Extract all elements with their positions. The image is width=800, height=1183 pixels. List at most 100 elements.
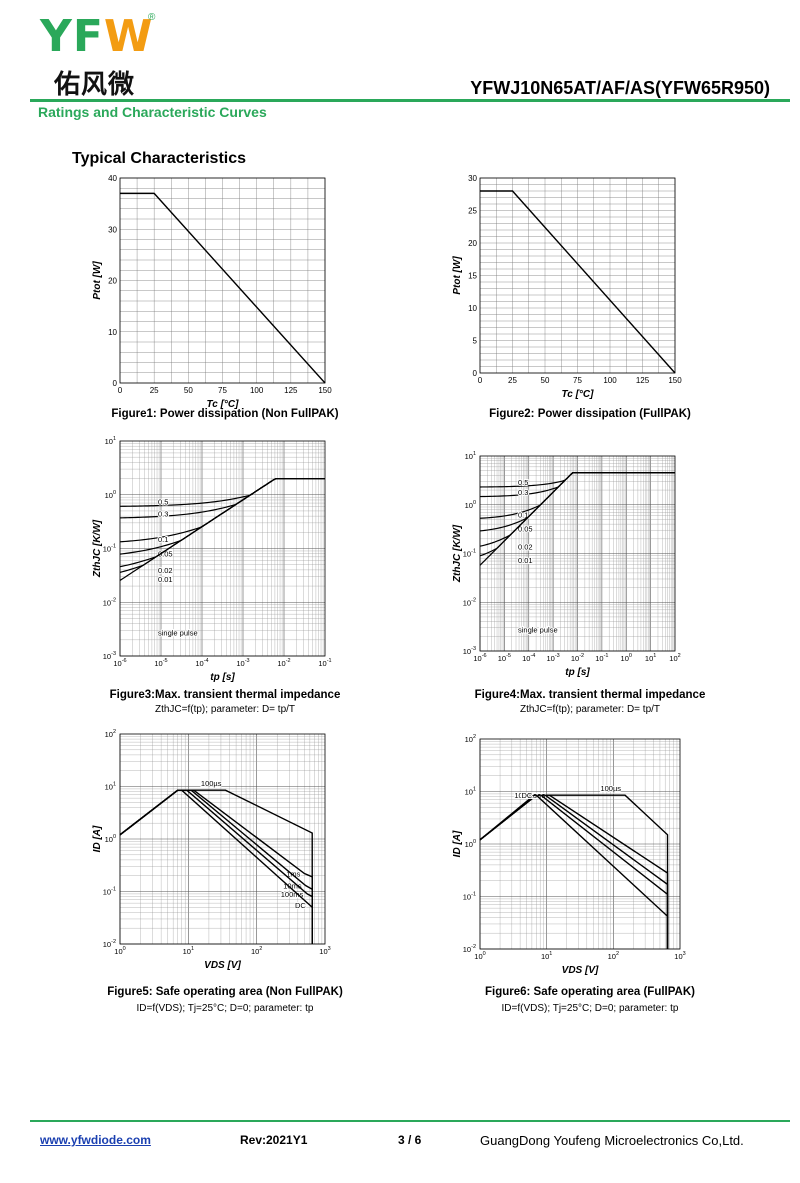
x-tick-label: 10-5 bbox=[154, 658, 167, 668]
figure-5-caption: Figure5: Safe operating area (Non FullPA… bbox=[107, 986, 343, 998]
website-link[interactable]: www.yfwdiode.com bbox=[40, 1133, 151, 1147]
y-tick-label: 10 bbox=[108, 328, 117, 337]
soa-curve bbox=[479, 794, 669, 949]
power-curve bbox=[120, 192, 326, 384]
y-tick-label: 30 bbox=[108, 225, 117, 234]
figure-4-caption: Figure4:Max. transient thermal impedance bbox=[474, 689, 706, 701]
impedance-curve bbox=[119, 477, 325, 519]
x-tick-label: 75 bbox=[218, 386, 227, 395]
x-axis-label: Tc [°C] bbox=[207, 399, 240, 410]
plot-frame bbox=[479, 738, 681, 950]
series-label: 100ms bbox=[514, 791, 537, 800]
figure-4-subcaption: ZthJC=f(tp); parameter: D= tp/T bbox=[519, 704, 661, 715]
series-label: DC bbox=[295, 901, 306, 910]
y-tick-label: 100 bbox=[105, 834, 116, 844]
impedance-curve bbox=[479, 472, 675, 566]
x-tick-label: 10-2 bbox=[277, 658, 290, 668]
series-label: 0.3 bbox=[518, 488, 528, 497]
y-tick-label: 0 bbox=[113, 379, 118, 388]
logo-letters: YFW bbox=[40, 11, 154, 62]
series-label: DC bbox=[521, 791, 532, 800]
x-axis-label: tp [s] bbox=[210, 672, 235, 683]
figure-5-chart: 100 101 102 103 10-2 10-1 100 101 102 100µs 1ms 10m… bbox=[85, 728, 345, 976]
series-label: 0.1 bbox=[518, 510, 528, 519]
y-tick-label: 102 bbox=[465, 734, 476, 744]
x-tick-label: 100 bbox=[250, 386, 264, 395]
series-label: 100µs bbox=[201, 779, 222, 788]
y-axis-label: Ptot [W] bbox=[452, 256, 463, 295]
y-axis-label: ZthJC [K/W] bbox=[452, 524, 463, 583]
impedance-curve bbox=[119, 477, 325, 581]
x-tick-label: 50 bbox=[184, 386, 193, 395]
series-label: 0.5 bbox=[518, 478, 528, 487]
figure-1-chart: 0 25 50 75 100 125 150 0 10 20 30 40 Tc [°C] Ptot [W] bbox=[85, 172, 345, 415]
y-tick-label: 10-2 bbox=[463, 597, 476, 607]
plot-frame bbox=[119, 733, 326, 945]
x-tick-label: 100 bbox=[474, 951, 485, 961]
y-tick-label: 30 bbox=[468, 174, 477, 183]
x-tick-label: 101 bbox=[541, 951, 552, 961]
x-tick-label: 10-1 bbox=[595, 653, 608, 663]
footer-divider bbox=[30, 1120, 790, 1122]
x-axis-label: Tc [°C] bbox=[562, 389, 595, 400]
y-tick-label: 101 bbox=[465, 451, 476, 461]
company-logo: YFW ® 佑风微 bbox=[40, 12, 160, 102]
figure-6-subcaption: ID=f(VDS); Tj=25°C; D=0; parameter: tp bbox=[501, 1003, 679, 1014]
x-tick-label: 10-6 bbox=[473, 653, 486, 663]
impedance-curve bbox=[119, 477, 325, 568]
x-tick-label: 100 bbox=[114, 946, 125, 956]
y-tick-label: 10 bbox=[468, 304, 477, 313]
y-tick-label: 20 bbox=[108, 277, 117, 286]
figure-4-chart: 10-6 10-5 10-4 10-3 10-2 10-1 100 101 102 10-3 10-… bbox=[445, 450, 695, 683]
x-tick-label: 25 bbox=[508, 376, 517, 385]
x-tick-label: 0 bbox=[478, 376, 483, 385]
series-label: 0.02 bbox=[158, 566, 173, 575]
series-label: 100ms bbox=[281, 890, 304, 899]
y-tick-label: 5 bbox=[473, 337, 478, 346]
y-tick-label: 101 bbox=[465, 787, 476, 797]
series-label: 0.3 bbox=[158, 510, 168, 519]
plot-frame bbox=[119, 440, 326, 657]
figure-6-chart: 100 101 102 103 10-2 10-1 100 101 102 100µs 1ms 10m… bbox=[445, 733, 700, 981]
series-label: 0.05 bbox=[158, 550, 173, 559]
series-label: 0.01 bbox=[158, 575, 173, 584]
y-tick-label: 10-3 bbox=[463, 646, 476, 656]
figure-3-subcaption: ZthJC=f(tp); parameter: D= tp/T bbox=[154, 704, 296, 715]
y-axis-label: ID [A] bbox=[92, 825, 103, 852]
series-label: single pulse bbox=[518, 625, 558, 634]
y-tick-label: 25 bbox=[468, 207, 477, 216]
x-tick-label: 125 bbox=[284, 386, 298, 395]
plot-frame bbox=[479, 455, 676, 652]
x-tick-label: 50 bbox=[541, 376, 550, 385]
y-tick-label: 10-2 bbox=[463, 944, 476, 954]
x-tick-label: 0 bbox=[118, 386, 123, 395]
section-title: Ratings and Characteristic Curves bbox=[38, 104, 267, 120]
figure-3-caption: Figure3:Max. transient thermal impedance bbox=[109, 689, 341, 701]
y-tick-label: 10-3 bbox=[103, 651, 116, 661]
page-heading: Typical Characteristics bbox=[72, 150, 247, 167]
revision: Rev:2021Y1 bbox=[240, 1133, 308, 1147]
figure-5-subcaption: ID=f(VDS); Tj=25°C; D=0; parameter: tp bbox=[136, 1003, 314, 1014]
y-tick-label: 10-2 bbox=[103, 597, 116, 607]
x-tick-label: 25 bbox=[150, 386, 159, 395]
figure-3-chart: 10-6 10-5 10-4 10-3 10-2 10-1 10-3 10-2 10-1 100 1… bbox=[85, 435, 345, 688]
x-tick-label: 102 bbox=[669, 653, 680, 663]
y-tick-label: 10-1 bbox=[463, 892, 476, 902]
plot-frame bbox=[119, 177, 326, 384]
header-divider bbox=[30, 99, 790, 102]
x-tick-label: 10-4 bbox=[522, 653, 535, 663]
x-tick-label: 102 bbox=[608, 951, 619, 961]
x-tick-label: 103 bbox=[319, 946, 330, 956]
y-axis-label: ZthJC [K/W] bbox=[92, 519, 103, 578]
y-tick-label: 102 bbox=[105, 729, 116, 739]
y-tick-label: 100 bbox=[105, 490, 116, 500]
series-label: 0.02 bbox=[518, 542, 533, 551]
y-tick-label: 101 bbox=[105, 436, 116, 446]
x-tick-label: 10-3 bbox=[236, 658, 249, 668]
y-tick-label: 101 bbox=[105, 782, 116, 792]
impedance-curve bbox=[119, 477, 325, 507]
y-axis-label: Ptot [W] bbox=[92, 261, 103, 300]
x-tick-label: 102 bbox=[251, 946, 262, 956]
x-tick-label: 75 bbox=[573, 376, 582, 385]
x-tick-label: 10-3 bbox=[547, 653, 560, 663]
